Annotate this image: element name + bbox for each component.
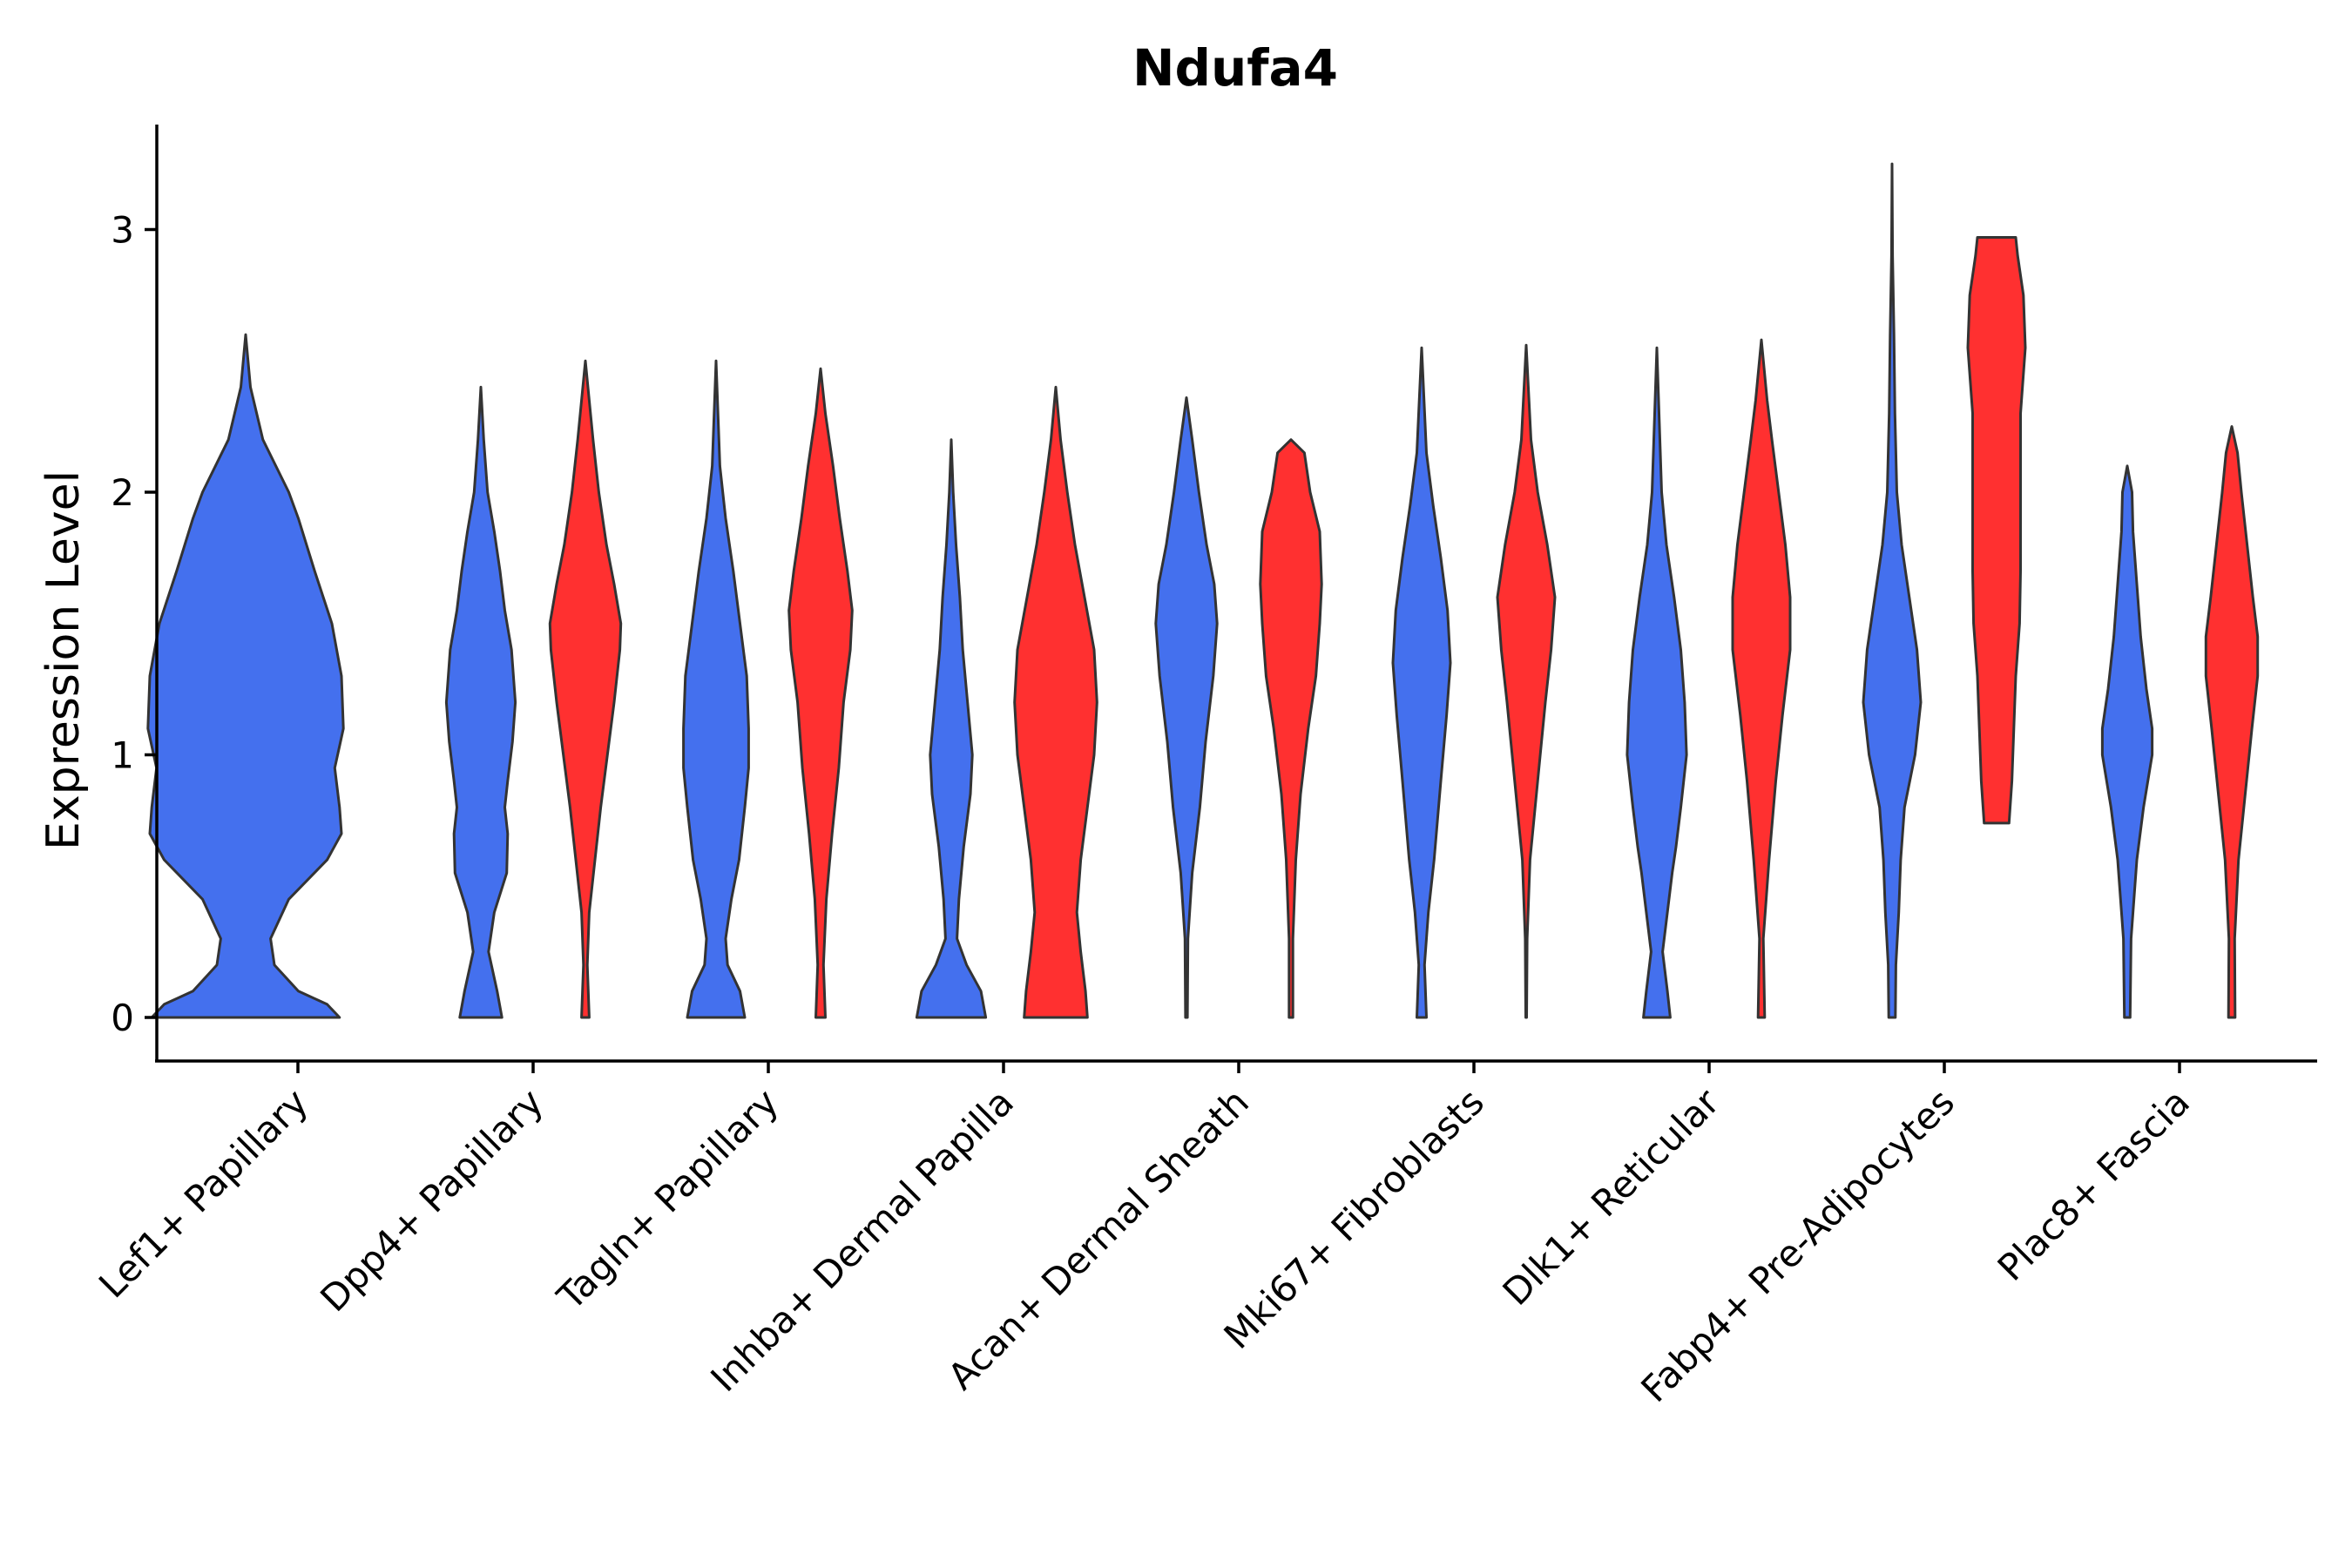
violin-group <box>146 162 2260 1019</box>
x-tick-label: Plac8+ Fascia <box>1990 1080 2198 1288</box>
violin-blue-2 <box>682 359 750 1019</box>
violin-red-7 <box>1966 236 2027 825</box>
violin-red-2 <box>787 367 854 1019</box>
violin-blue-5 <box>1391 346 1452 1019</box>
y-ticks: 0 1 2 3 <box>111 209 157 1039</box>
violin-blue-8 <box>2100 464 2154 1019</box>
x-tick-label: Mki67+ Fibroblasts <box>1216 1080 1492 1356</box>
violin-blue-6 <box>1625 346 1688 1019</box>
y-tick-label: 3 <box>111 209 134 252</box>
chart-title: Ndufa4 <box>1132 38 1338 98</box>
violin-red-3 <box>1013 385 1098 1019</box>
y-tick-label: 0 <box>111 997 134 1039</box>
violin-blue-1 <box>444 385 517 1019</box>
x-tick-label: Dlk1+ Reticular <box>1495 1080 1728 1314</box>
y-tick-label: 1 <box>111 734 134 777</box>
violin-red-4 <box>1259 438 1323 1019</box>
violin-blue-3 <box>915 438 988 1019</box>
y-tick-label: 2 <box>111 471 134 514</box>
y-axis-label: Expression Level <box>37 470 90 850</box>
violin-red-8 <box>2204 425 2260 1019</box>
violin-red-6 <box>1731 338 1792 1019</box>
violin-red-5 <box>1496 343 1557 1019</box>
violin-red-1 <box>548 359 623 1019</box>
violin-blue-7 <box>1862 162 1923 1019</box>
x-tick-label: Tagln+ Papillary <box>549 1080 787 1318</box>
x-tick-label: Dpp4+ Papillary <box>312 1080 551 1320</box>
violin-blue-4 <box>1154 396 1219 1019</box>
x-tick-label: Lef1+ Papillary <box>91 1080 316 1306</box>
violin-blue-0 <box>146 333 345 1019</box>
